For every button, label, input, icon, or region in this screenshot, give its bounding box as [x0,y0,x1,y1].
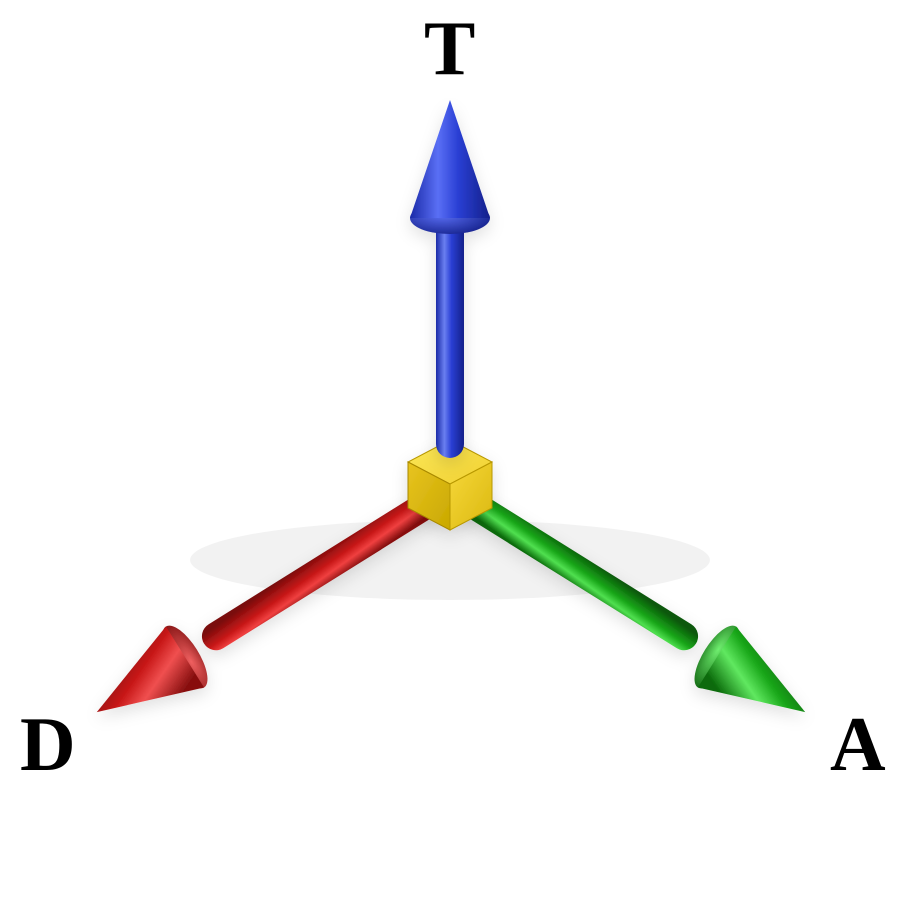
axis-label-t: T [424,4,475,93]
axes-svg [0,0,900,900]
axis-a [443,478,825,743]
axis-label-d: D [20,700,76,789]
axis-d [78,478,458,743]
axis-diagram: T D A [0,0,900,900]
axis-label-a: A [830,700,886,789]
axis-t [410,100,490,458]
